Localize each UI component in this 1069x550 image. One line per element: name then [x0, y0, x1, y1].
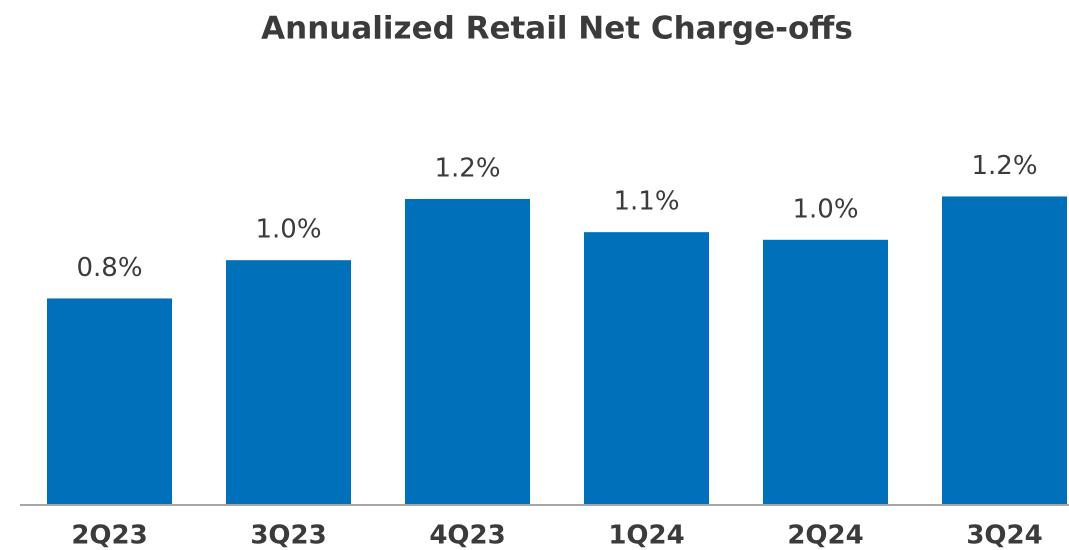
value-label: 1.0% — [255, 215, 321, 245]
x-tick-label: 2Q24 — [787, 521, 863, 550]
x-tick-label: 2Q23 — [71, 521, 147, 550]
bar — [942, 196, 1067, 505]
bar — [405, 199, 530, 505]
bar — [226, 260, 351, 505]
value-label: 0.8% — [76, 253, 142, 283]
x-tick-label: 1Q24 — [608, 521, 684, 550]
chart-title: Annualized Retail Net Charge-offs — [261, 11, 853, 47]
value-label: 1.2% — [434, 154, 500, 184]
x-tick-label: 3Q24 — [966, 521, 1042, 550]
bar — [763, 239, 888, 506]
value-label: 1.0% — [792, 194, 858, 224]
x-tick-label: 3Q23 — [250, 521, 326, 550]
value-label: 1.1% — [613, 187, 679, 217]
bar — [47, 298, 172, 505]
bar — [584, 232, 709, 505]
x-tick-label: 4Q23 — [429, 521, 505, 550]
value-label: 1.2% — [971, 151, 1037, 181]
